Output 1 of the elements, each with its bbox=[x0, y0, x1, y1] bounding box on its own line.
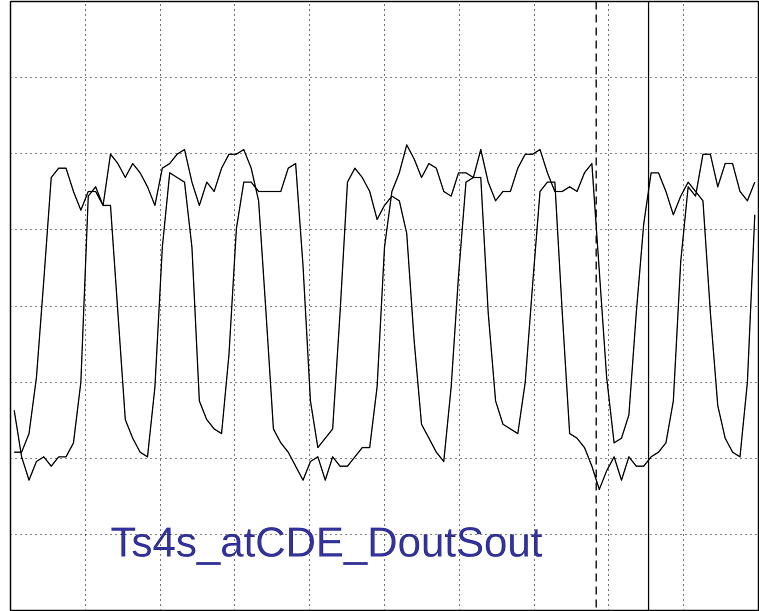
annotation: Ts4s_atCDE_DoutSout bbox=[110, 518, 543, 566]
